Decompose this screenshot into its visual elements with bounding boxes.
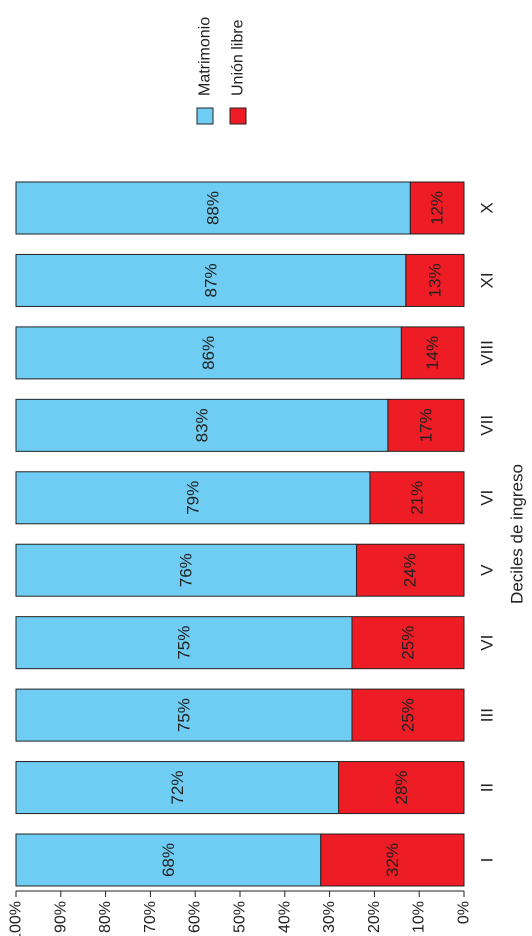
value-axis-tick-label: 50% bbox=[232, 901, 249, 933]
data-label-matrimonio: 86% bbox=[199, 336, 218, 370]
data-label-union-libre: 32% bbox=[383, 843, 402, 877]
data-label-union-libre: 12% bbox=[428, 191, 447, 225]
legend-swatch bbox=[229, 107, 247, 125]
category-label: II bbox=[478, 783, 497, 792]
data-label-union-libre: 25% bbox=[399, 626, 418, 660]
category-label: VIII bbox=[478, 340, 497, 366]
bar-union-libre bbox=[338, 761, 465, 815]
value-axis-tick-label: 70% bbox=[142, 901, 159, 933]
category-label: III bbox=[478, 708, 497, 722]
bar-union-libre bbox=[351, 688, 465, 742]
data-label-union-libre: 25% bbox=[399, 698, 418, 732]
bar-matrimonio bbox=[15, 688, 353, 742]
category-label: XI bbox=[478, 272, 497, 288]
data-label-matrimonio: 83% bbox=[192, 408, 211, 442]
bar-matrimonio bbox=[15, 398, 389, 452]
legend-label: Matrimonio bbox=[197, 17, 214, 96]
bar-union-libre bbox=[369, 471, 465, 525]
bar-union-libre bbox=[400, 326, 465, 380]
data-label-matrimonio: 75% bbox=[175, 698, 194, 732]
category-label: VII bbox=[478, 415, 497, 436]
category-label: X bbox=[478, 202, 497, 213]
category-label: V bbox=[478, 564, 497, 576]
legend-swatch bbox=[196, 107, 214, 125]
bar-matrimonio bbox=[15, 761, 340, 815]
data-label-matrimonio: 75% bbox=[175, 626, 194, 660]
data-label-union-libre: 14% bbox=[423, 336, 442, 370]
bar-area: 32% 68% 28% 72% 25% 75% 25% 75% 24% 76% 21% 79% 17% 8… bbox=[15, 181, 465, 887]
value-axis-tick-label: 10% bbox=[411, 901, 428, 933]
bar-matrimonio bbox=[15, 181, 411, 235]
data-label-union-libre: 13% bbox=[425, 263, 444, 297]
value-axis-tick-label: 0% bbox=[456, 901, 473, 924]
value-axis-ticks: 0% 10% 20% 30% 40% 50% 60% 70% 80% 90% 100% bbox=[8, 891, 473, 936]
bar-union-libre bbox=[351, 616, 465, 670]
bar-matrimonio bbox=[15, 833, 322, 887]
bar-matrimonio bbox=[15, 253, 407, 307]
bar-matrimonio bbox=[15, 326, 402, 380]
value-axis-tick-label: 60% bbox=[187, 901, 204, 933]
value-axis-tick-label: 90% bbox=[52, 901, 69, 933]
bar-matrimonio bbox=[15, 471, 371, 525]
legend: Matrimonio Unión libre bbox=[196, 17, 247, 125]
data-label-union-libre: 24% bbox=[401, 553, 420, 587]
bar-union-libre bbox=[320, 833, 465, 887]
data-label-matrimonio: 72% bbox=[168, 771, 187, 805]
data-label-matrimonio: 87% bbox=[201, 263, 220, 297]
category-label: VI bbox=[478, 635, 497, 651]
value-axis-tick-label: 40% bbox=[276, 901, 293, 933]
data-label-union-libre: 28% bbox=[392, 771, 411, 805]
data-label-union-libre: 21% bbox=[407, 481, 426, 515]
value-axis-tick-label: 100% bbox=[8, 901, 25, 936]
data-label-matrimonio: 76% bbox=[177, 553, 196, 587]
bar-matrimonio bbox=[15, 616, 353, 670]
value-axis-tick-label: 80% bbox=[97, 901, 114, 933]
category-label: I bbox=[478, 858, 497, 863]
value-axis-tick-label: 20% bbox=[366, 901, 383, 933]
category-axis-title: Deciles de ingreso bbox=[508, 464, 527, 604]
bar-union-libre bbox=[387, 398, 465, 452]
data-label-matrimonio: 79% bbox=[183, 481, 202, 515]
data-label-union-libre: 17% bbox=[416, 408, 435, 442]
data-label-matrimonio: 88% bbox=[204, 191, 223, 225]
legend-label: Unión libre bbox=[230, 19, 247, 96]
bar-matrimonio bbox=[15, 543, 357, 597]
value-axis-tick-label: 30% bbox=[321, 901, 338, 933]
category-label: VI bbox=[478, 490, 497, 506]
data-label-matrimonio: 68% bbox=[159, 843, 178, 877]
bar-union-libre bbox=[409, 181, 465, 235]
